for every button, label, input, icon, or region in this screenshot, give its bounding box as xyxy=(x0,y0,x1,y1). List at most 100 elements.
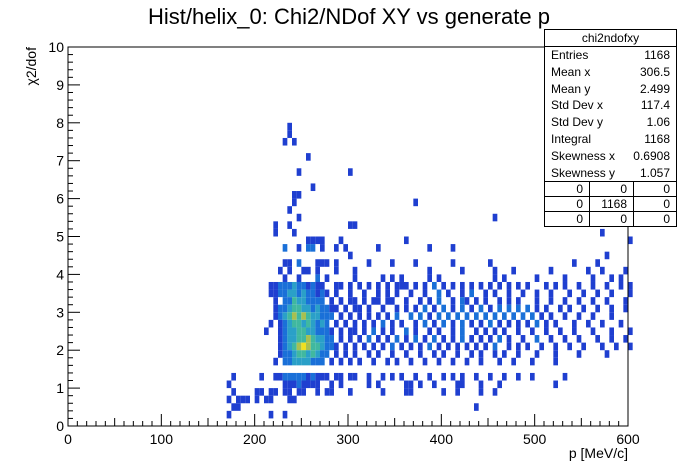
heatmap-bin xyxy=(502,274,507,282)
heatmap-bin xyxy=(348,335,353,343)
y-tick-label: 7 xyxy=(56,153,64,169)
heatmap-bin xyxy=(334,259,339,267)
heatmap-bin xyxy=(567,342,572,351)
heatmap-bin xyxy=(273,357,278,366)
heatmap-bin xyxy=(334,304,339,313)
heatmap-bin xyxy=(474,342,479,351)
heatmap-bin xyxy=(362,289,367,298)
heatmap-bin xyxy=(418,312,423,320)
heatmap-bin xyxy=(441,335,446,343)
heatmap-bin xyxy=(446,312,451,320)
heatmap-bin xyxy=(492,388,498,396)
heatmap-bin xyxy=(296,244,302,252)
heatmap-bin xyxy=(450,335,456,343)
heatmap-bin xyxy=(483,289,488,298)
heatmap-bin xyxy=(562,281,568,290)
heatmap-bin xyxy=(324,372,330,381)
heatmap-bin xyxy=(296,259,302,267)
heatmap-bin xyxy=(427,274,432,282)
heatmap-bin xyxy=(348,281,353,290)
heatmap-bin xyxy=(380,342,386,351)
heatmap-bin xyxy=(436,297,442,305)
heatmap-bin xyxy=(474,403,479,411)
heatmap-bin xyxy=(268,395,274,404)
heatmap-bin xyxy=(450,244,456,252)
heatmap-bin xyxy=(254,395,260,404)
heatmap-bin xyxy=(278,281,283,290)
heatmap-bin xyxy=(506,297,512,305)
heatmap-bin xyxy=(292,335,297,343)
heatmap-bin xyxy=(418,342,423,351)
y-tick-label: 5 xyxy=(56,229,64,245)
heatmap-bin xyxy=(282,259,288,267)
heatmap-bin xyxy=(450,281,456,290)
heatmap-bin xyxy=(628,236,633,245)
heatmap-bin xyxy=(301,335,306,343)
heatmap-bin xyxy=(567,289,572,298)
heatmap-bin xyxy=(310,289,316,298)
heatmap-bin xyxy=(450,297,456,305)
heatmap-bin xyxy=(534,350,540,358)
heatmap-bin xyxy=(604,350,610,358)
heatmap-bin xyxy=(348,357,353,366)
heatmap-bin xyxy=(306,319,311,328)
heatmap-bin xyxy=(240,395,246,404)
heatmap-bin xyxy=(413,372,418,381)
y-tick-label: 10 xyxy=(48,39,64,55)
heatmap-bin xyxy=(268,281,274,290)
heatmap-bin xyxy=(278,319,283,328)
heatmap-bin xyxy=(292,319,297,328)
heatmap-bin xyxy=(278,350,283,358)
heatmap-bin xyxy=(516,372,521,381)
overflow-cell: 0 xyxy=(545,196,590,212)
heatmap-bin xyxy=(362,319,367,328)
heatmap-bin xyxy=(329,342,334,351)
heatmap-bin xyxy=(562,312,568,320)
heatmap-bin xyxy=(441,281,446,290)
heatmap-bin xyxy=(427,342,432,351)
heatmap-bin xyxy=(390,350,395,358)
heatmap-bin xyxy=(287,130,292,138)
x-tick-label: 0 xyxy=(64,431,72,447)
heatmap-bin xyxy=(352,297,358,305)
heatmap-bin xyxy=(600,228,605,237)
heatmap-bin xyxy=(310,350,316,358)
heatmap-bin xyxy=(348,168,353,176)
stats-label: Std Dev x xyxy=(551,98,604,113)
heatmap-bin xyxy=(516,327,521,336)
heatmap-bin xyxy=(278,289,283,298)
heatmap-bin xyxy=(413,198,418,207)
heatmap-bin xyxy=(324,319,330,328)
heatmap-bin xyxy=(469,319,474,328)
heatmap-bin xyxy=(320,312,325,320)
heatmap-bin xyxy=(506,342,512,351)
heatmap-bin xyxy=(492,266,498,275)
heatmap-bin xyxy=(320,304,325,313)
heatmap-bin xyxy=(450,357,456,366)
heatmap-bin xyxy=(478,304,484,313)
heatmap-bin xyxy=(553,350,558,358)
heatmap-bin xyxy=(460,281,465,290)
heatmap-bin xyxy=(282,137,288,146)
heatmap-bin xyxy=(576,335,582,343)
heatmap-bin xyxy=(352,221,358,229)
heatmap-bin xyxy=(399,281,404,290)
heatmap-bin xyxy=(226,395,232,404)
heatmap-bin xyxy=(226,410,232,419)
heatmap-bin xyxy=(390,319,395,328)
heatmap-bin xyxy=(460,380,465,389)
heatmap-bin xyxy=(469,304,474,313)
heatmap-bin xyxy=(315,259,320,267)
stats-title: chi2ndofxy xyxy=(545,30,676,47)
heatmap-bin xyxy=(231,403,236,411)
overflow-grid: 0 0 0 0 1168 0 0 0 0 xyxy=(545,181,676,227)
heatmap-bin xyxy=(455,350,460,358)
heatmap-bin xyxy=(366,350,372,358)
heatmap-bin xyxy=(460,289,465,298)
heatmap-bin xyxy=(469,289,474,298)
heatmap-bin xyxy=(525,319,530,328)
heatmap-bin xyxy=(408,342,414,351)
heatmap-bin xyxy=(422,319,428,328)
heatmap-bin xyxy=(334,266,339,275)
